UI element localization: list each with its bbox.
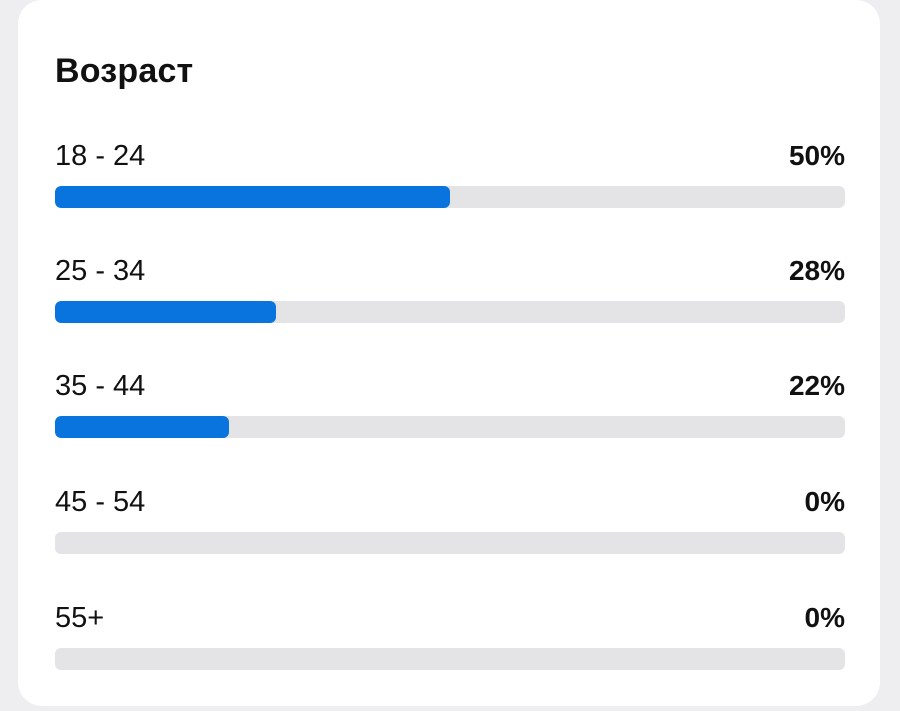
- age-row-18-24: 18 - 24 50%: [55, 138, 845, 218]
- age-row-25-34: 25 - 34 28%: [55, 253, 845, 333]
- progress-track: [55, 301, 845, 323]
- age-label: 35 - 44: [55, 370, 146, 402]
- age-row-35-44: 35 - 44 22%: [55, 368, 845, 448]
- age-label: 45 - 54: [55, 486, 146, 518]
- progress-fill: [55, 186, 450, 208]
- progress-track: [55, 648, 845, 670]
- age-percent: 0%: [804, 602, 845, 633]
- age-percent: 28%: [788, 255, 845, 286]
- progress-fill: [55, 416, 229, 438]
- age-percent: 0%: [804, 486, 845, 517]
- age-percent: 50%: [788, 140, 845, 171]
- progress-track: [55, 186, 845, 208]
- age-label: 25 - 34: [55, 255, 146, 287]
- age-percent: 22%: [788, 370, 845, 401]
- age-row-45-54: 45 - 54 0%: [55, 484, 845, 564]
- age-card: Возраст 18 - 24 50% 25 - 34 28% 35 - 44 …: [18, 0, 880, 706]
- progress-track: [55, 532, 845, 554]
- card-title: Возраст: [55, 52, 194, 90]
- age-label: 55+: [55, 602, 105, 634]
- age-label: 18 - 24: [55, 140, 146, 172]
- age-row-55-plus: 55+ 0%: [55, 600, 845, 680]
- progress-fill: [55, 301, 277, 323]
- progress-track: [55, 416, 845, 438]
